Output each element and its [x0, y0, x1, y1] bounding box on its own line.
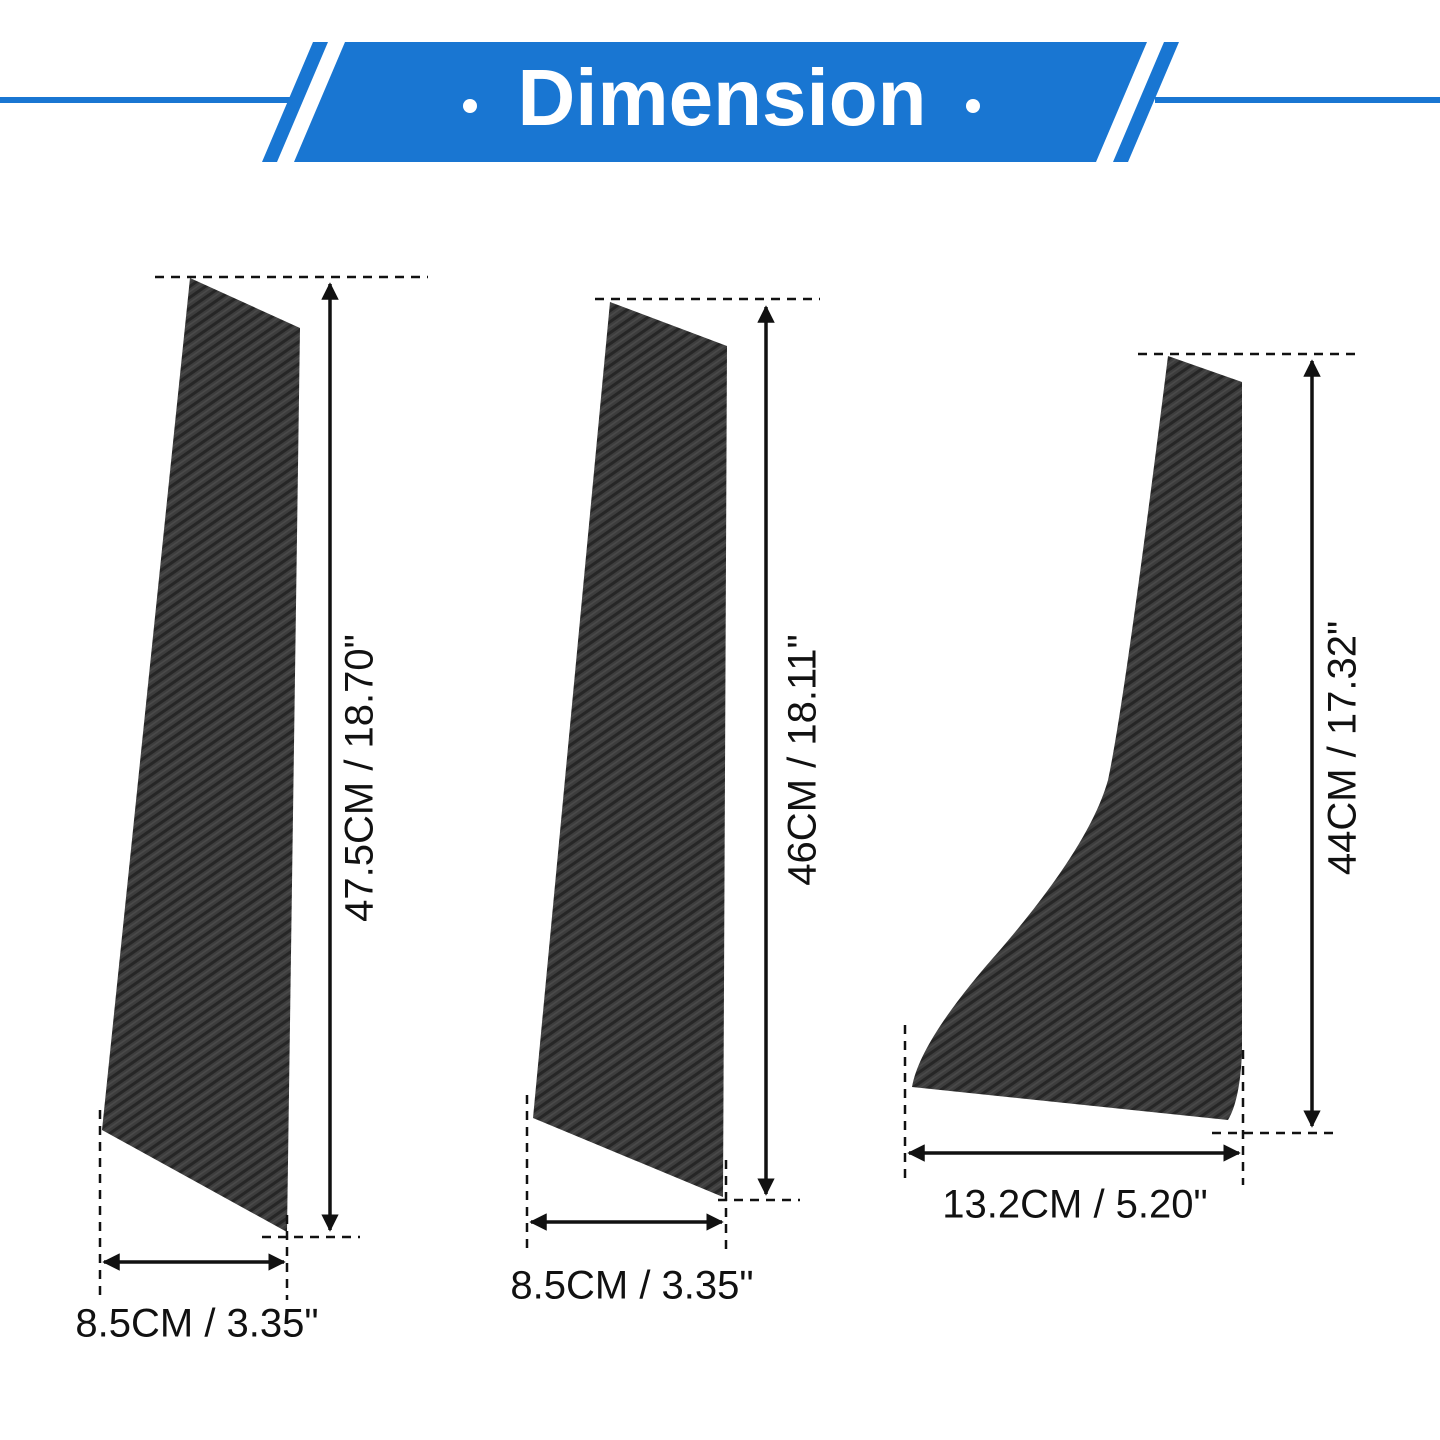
width-label: 8.5CM / 3.35" — [510, 1264, 753, 1308]
height-label: 46CM / 18.11" — [781, 634, 825, 885]
height-label: 47.5CM / 18.70" — [338, 634, 382, 922]
header-stripe — [1113, 42, 1179, 162]
header: Dimension — [0, 42, 1440, 162]
piece-3: 44CM / 17.32" 13.2CM / 5.20" — [903, 352, 1365, 1227]
height-label: 44CM / 17.32" — [1321, 621, 1365, 875]
carbon-panel — [533, 302, 727, 1197]
carbon-panel — [102, 278, 300, 1232]
width-label: 8.5CM / 3.35" — [75, 1302, 318, 1346]
piece-2: 46CM / 18.11" 8.5CM / 3.35" — [510, 297, 825, 1308]
header-stripe — [262, 42, 328, 162]
carbon-panel — [912, 356, 1242, 1120]
header-title: Dimension — [518, 53, 927, 142]
header-banner — [294, 42, 1147, 162]
width-label: 13.2CM / 5.20" — [942, 1183, 1207, 1227]
bullet — [463, 99, 477, 113]
bullet — [966, 99, 980, 113]
piece-1: 47.5CM / 18.70" 8.5CM / 3.35" — [75, 275, 428, 1346]
